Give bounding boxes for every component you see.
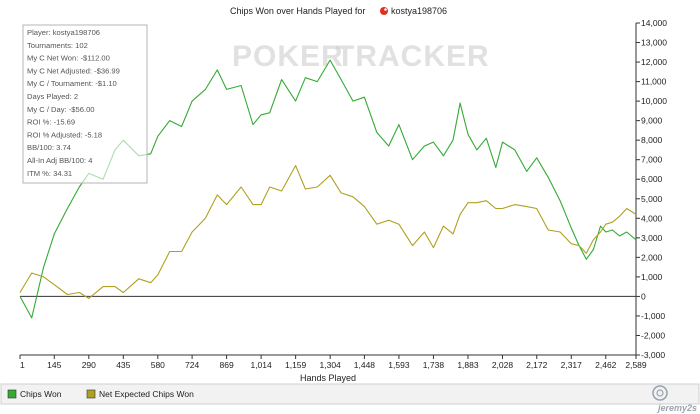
x-tick-label: 2,462 [595, 360, 617, 370]
stat-line: Tournaments: 102 [27, 41, 88, 50]
corner-mark: jeremy2s [657, 403, 697, 413]
legend-label-net-expected: Net Expected Chips Won [99, 389, 194, 399]
stat-line: All-In Adj BB/100: 4 [27, 156, 92, 165]
y-tick-label: 0 [641, 291, 646, 301]
camera-icon [652, 385, 668, 401]
y-tick-label: 13,000 [641, 38, 667, 48]
x-tick-label: 2,028 [492, 360, 514, 370]
y-tick-label: -2,000 [641, 330, 665, 340]
x-tick-label: 1,593 [388, 360, 410, 370]
y-tick-label: 12,000 [641, 57, 667, 67]
x-tick-label: 2,172 [526, 360, 548, 370]
y-tick-label: 7,000 [641, 155, 663, 165]
x-axis-label: Hands Played [300, 373, 356, 383]
legend-item-chips-won[interactable]: Chips Won [7, 389, 62, 399]
y-tick-label: 3,000 [641, 233, 663, 243]
corner-logo: jeremy2s [652, 385, 697, 413]
watermark: POKER TRACKER [232, 40, 490, 73]
y-tick-label: 9,000 [641, 116, 663, 126]
stat-line: ROI % Adjusted: -5.18 [27, 130, 102, 139]
watermark-left: POKER [232, 40, 344, 73]
x-tick-label: 145 [47, 360, 61, 370]
y-tick-label: -3,000 [641, 350, 665, 360]
stat-line: Days Played: 2 [27, 92, 78, 101]
x-tick-label: 435 [116, 360, 130, 370]
y-tick-label: 11,000 [641, 77, 667, 87]
player-icon [380, 7, 388, 15]
stat-line: BB/100: 3.74 [27, 143, 71, 152]
stat-line: ITM %: 34.31 [27, 169, 72, 178]
stat-line: My C / Day: -$56.00 [27, 105, 95, 114]
stat-line: My C Net Won: -$112.00 [27, 54, 110, 63]
x-tick-label: 724 [185, 360, 199, 370]
y-tick-label: 6,000 [641, 174, 663, 184]
y-tick-label: 10,000 [641, 96, 667, 106]
y-tick-label: 5,000 [641, 194, 663, 204]
watermark-right: TRACKER [336, 40, 490, 73]
x-tick-label: 1,159 [285, 360, 307, 370]
legend: Chips Won Net Expected Chips Won jeremy2… [0, 383, 700, 413]
x-tick-label: 1,883 [457, 360, 479, 370]
stat-line: ROI %: -15.69 [27, 118, 75, 127]
x-tick-label: 1,014 [250, 360, 272, 370]
x-tick-label: 869 [220, 360, 234, 370]
x-tick-label: 1 [20, 360, 25, 370]
x-tick-label: 2,317 [561, 360, 583, 370]
player-icon-highlight [384, 8, 387, 11]
stat-line: Player: kostya198706 [27, 28, 100, 37]
stat-line: My C / Tournament: -$1.10 [27, 79, 117, 88]
x-tick-label: 290 [82, 360, 96, 370]
y-tick-label: 2,000 [641, 252, 663, 262]
y-tick-label: 14,000 [641, 18, 667, 28]
y-axis-ticks: 14,000 13,000 12,000 11,000 10,000 9,000 8,000… [636, 18, 667, 360]
legend-label-chips-won: Chips Won [20, 389, 62, 399]
title-prefix: Chips Won over Hands Played for [230, 6, 365, 16]
x-tick-label: 580 [151, 360, 165, 370]
stats-box: Player: kostya198706 Tournaments: 102 My C… [22, 24, 148, 184]
y-tick-label: -1,000 [641, 311, 665, 321]
x-tick-label: 2,589 [625, 360, 647, 370]
x-tick-label: 1,304 [320, 360, 342, 370]
x-tick-label: 1,448 [354, 360, 376, 370]
y-tick-label: 8,000 [641, 135, 663, 145]
legend-item-net-expected[interactable]: Net Expected Chips Won [86, 389, 194, 399]
y-tick-label: 4,000 [641, 213, 663, 223]
x-tick-label: 1,738 [423, 360, 445, 370]
x-axis-ticks: 1 145 290 435 580 724 869 1,014 1,159 1,304 1,448 1… [19, 355, 647, 370]
chart-title: Chips Won over Hands Played for kostya19… [230, 6, 447, 16]
stat-line: My C Net Adjusted: -$36.99 [27, 66, 120, 75]
series-line-net-expected-chips-won [19, 165, 637, 299]
title-player: kostya198706 [391, 6, 447, 16]
y-tick-label: 1,000 [641, 272, 663, 282]
